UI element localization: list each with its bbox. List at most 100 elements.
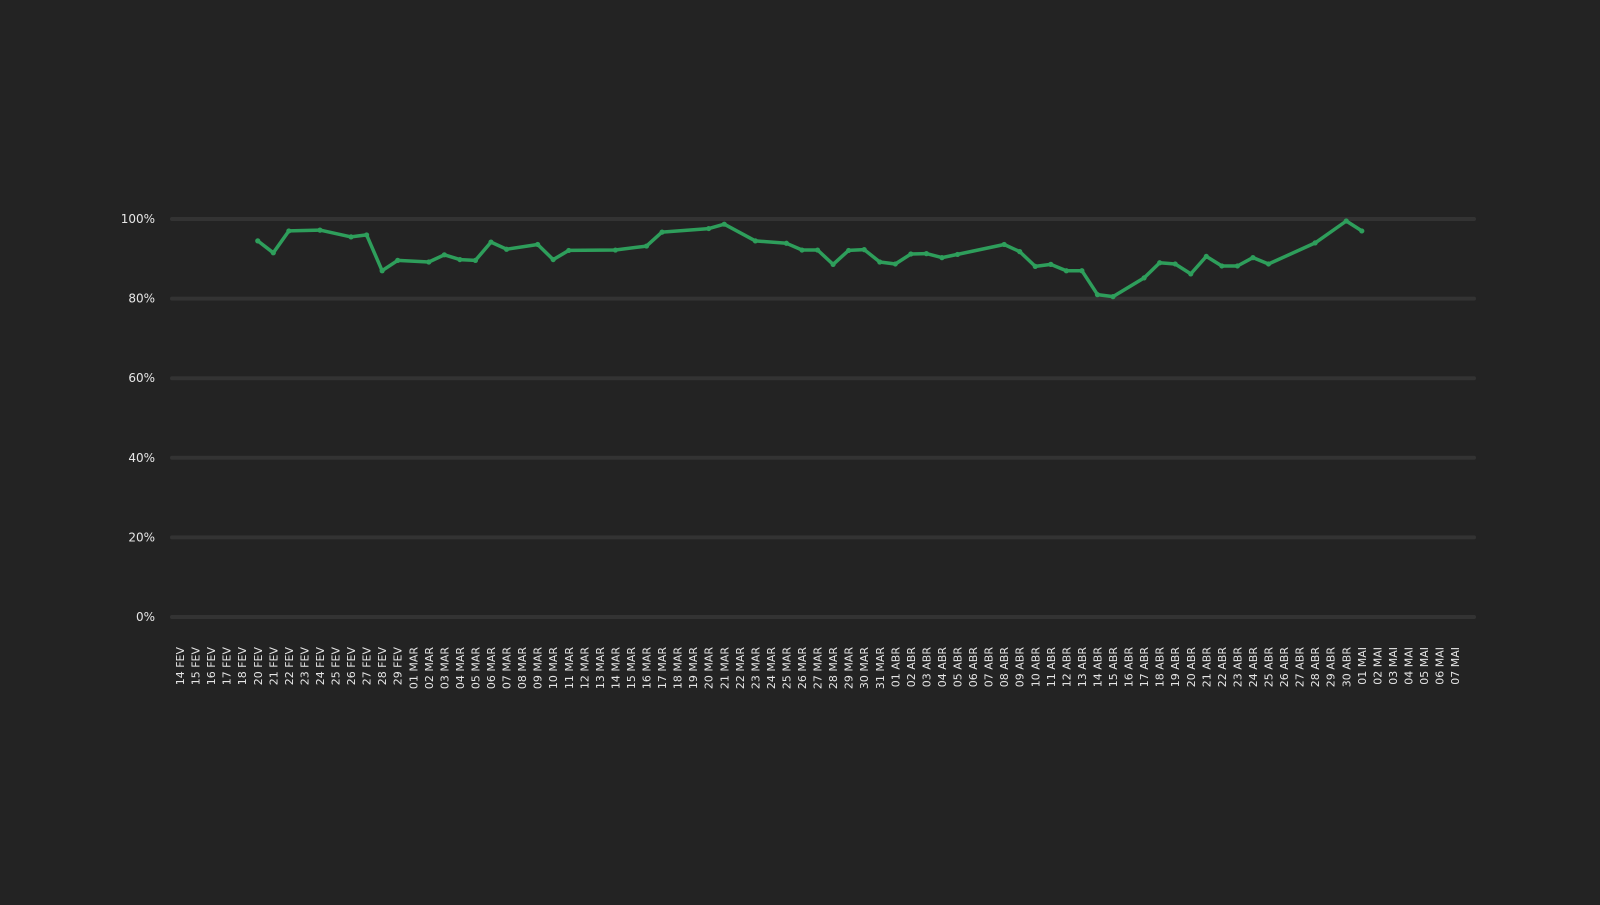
data-point: [364, 232, 370, 238]
data-point: [395, 257, 401, 263]
x-tick-label: 14 ABR: [1091, 647, 1104, 688]
x-tick-label: 29 FEV: [392, 647, 405, 686]
data-point: [255, 238, 261, 244]
x-tick-label: 05 MAR: [469, 647, 482, 690]
x-tick-label: 17 MAR: [656, 647, 669, 690]
data-point: [1234, 263, 1240, 269]
x-tick-label: 07 MAI: [1449, 647, 1462, 685]
x-tick-label: 18 FEV: [236, 647, 249, 686]
data-point: [286, 228, 292, 234]
x-tick-label: 25 MAR: [780, 647, 793, 690]
x-tick-label: 22 MAR: [734, 647, 747, 690]
x-tick-label: 18 ABR: [1154, 647, 1167, 688]
x-tick-label: 20 ABR: [1185, 647, 1198, 688]
x-tick-label: 29 MAR: [843, 647, 856, 690]
data-point: [1343, 218, 1349, 224]
x-tick-label: 25 ABR: [1263, 647, 1276, 688]
data-point: [706, 225, 712, 232]
x-tick-label: 15 MAR: [625, 647, 638, 690]
x-tick-label: 22 ABR: [1216, 647, 1229, 688]
data-point: [752, 238, 758, 244]
x-tick-label: 28 ABR: [1309, 647, 1322, 688]
x-tick-label: 24 MAR: [765, 647, 778, 690]
x-tick-label: 10 MAR: [547, 647, 560, 690]
x-tick-label: 26 MAR: [796, 647, 809, 690]
x-tick-label: 04 MAI: [1402, 647, 1415, 685]
data-point: [892, 261, 898, 267]
x-tick-label: 04 MAR: [454, 647, 467, 690]
x-tick-label: 06 ABR: [967, 647, 980, 688]
x-tick-label: 28 MAR: [827, 647, 840, 690]
data-point: [1188, 271, 1194, 277]
data-point: [1110, 294, 1116, 300]
data-point: [799, 247, 805, 253]
x-tick-label: 23 FEV: [298, 647, 311, 686]
x-tick-label: 12 ABR: [1060, 647, 1073, 688]
data-point: [550, 256, 556, 263]
data-point: [1250, 255, 1256, 261]
y-tick-label: 60%: [128, 371, 155, 385]
data-point: [939, 255, 945, 261]
series-layer: [255, 218, 1365, 300]
x-tick-label: 30 ABR: [1340, 647, 1353, 688]
data-point: [535, 241, 541, 248]
x-tick-label: 19 MAR: [687, 647, 700, 690]
data-point: [643, 243, 650, 249]
x-tick-label: 01 MAR: [407, 647, 420, 690]
data-point: [1312, 240, 1318, 246]
data-point: [1032, 263, 1038, 269]
x-tick-label: 21 FEV: [267, 647, 280, 686]
x-tick-label: 06 MAI: [1434, 647, 1447, 685]
x-tick-label: 02 ABR: [905, 647, 918, 688]
x-tick-label: 04 ABR: [936, 647, 949, 688]
x-tick-label: 24 FEV: [314, 647, 327, 686]
data-point: [1048, 261, 1054, 267]
data-point: [426, 259, 432, 265]
x-tick-label: 03 MAI: [1387, 647, 1400, 685]
data-point: [1017, 249, 1023, 255]
data-point: [348, 234, 354, 240]
data-point: [830, 261, 836, 267]
x-tick-label: 17 FEV: [221, 647, 234, 686]
data-point: [379, 268, 385, 274]
data-point: [1157, 260, 1163, 266]
x-tick-label: 06 MAR: [485, 647, 498, 690]
x-tick-label: 29 ABR: [1325, 647, 1338, 688]
x-tick-label: 02 MAR: [423, 647, 436, 690]
x-tick-label: 13 ABR: [1076, 647, 1089, 688]
x-tick-label: 12 MAR: [578, 647, 591, 690]
data-point: [457, 256, 463, 263]
x-tick-label: 30 MAR: [858, 647, 871, 690]
data-point: [721, 221, 727, 227]
data-point: [877, 259, 883, 265]
data-point: [317, 227, 323, 233]
x-tick-label: 16 FEV: [205, 647, 218, 686]
y-tick-label: 100%: [121, 212, 155, 226]
data-point: [441, 252, 447, 258]
x-tick-label: 23 ABR: [1231, 647, 1244, 688]
grid-lines: [170, 217, 1476, 619]
x-tick-label: 02 MAI: [1371, 647, 1384, 685]
data-point: [612, 247, 619, 253]
x-tick-label: 22 FEV: [283, 647, 296, 686]
x-tick-label: 01 ABR: [889, 647, 902, 688]
x-tick-label: 14 MAR: [609, 647, 622, 690]
x-tick-label: 21 ABR: [1200, 647, 1213, 688]
y-axis-ticks: 0% 20% 40% 60% 80% 100%: [121, 212, 155, 624]
x-tick-label: 24 ABR: [1247, 647, 1260, 688]
x-tick-label: 01 MAI: [1356, 647, 1369, 685]
data-point: [846, 247, 852, 254]
y-tick-label: 0%: [136, 610, 155, 624]
data-point: [1141, 275, 1147, 281]
data-point: [503, 246, 510, 252]
data-point: [1094, 292, 1101, 298]
x-tick-label: 27 FEV: [361, 647, 374, 686]
x-tick-label: 26 FEV: [345, 647, 358, 686]
x-tick-label: 16 MAR: [641, 647, 654, 690]
data-point: [1063, 268, 1069, 274]
x-tick-label: 03 ABR: [920, 647, 933, 688]
x-tick-label: 15 FEV: [190, 647, 203, 686]
x-tick-label: 21 MAR: [718, 647, 731, 690]
data-point: [783, 240, 790, 246]
